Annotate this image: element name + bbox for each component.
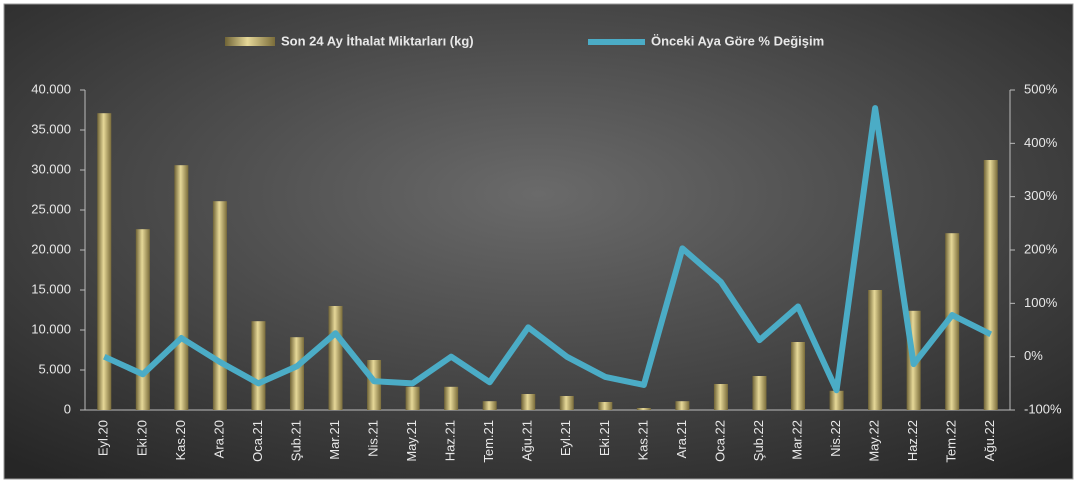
- x-tick-label: May.22: [867, 420, 882, 462]
- x-tick-label: Mar.22: [789, 420, 804, 460]
- y-tick-label: 40.000: [31, 81, 71, 96]
- y-tick-label: 20.000: [31, 241, 71, 256]
- bar: [559, 396, 574, 410]
- x-tick-label: Oca.21: [250, 420, 265, 462]
- x-tick-label: Kas.20: [173, 420, 188, 460]
- y-tick-label: 10.000: [31, 321, 71, 336]
- x-tick-label: Tem.21: [481, 420, 496, 463]
- legend-swatch: [225, 37, 275, 46]
- x-tick-label: Nis.21: [366, 420, 381, 457]
- y2-tick-label: 0%: [1024, 348, 1043, 363]
- line: [103, 105, 993, 394]
- bar: [97, 113, 112, 410]
- y2-tick-label: 200%: [1024, 241, 1058, 256]
- bar: [289, 337, 304, 410]
- x-tick-label: Haz.22: [905, 420, 920, 461]
- x-tick-label: Kas.21: [635, 420, 650, 460]
- y2-tick-label: 500%: [1024, 81, 1058, 96]
- bar: [675, 401, 690, 410]
- x-tick-label: Nis.22: [828, 420, 843, 457]
- x-tick-label: Tem.22: [944, 420, 959, 463]
- bar: [444, 386, 459, 410]
- bar: [174, 165, 189, 410]
- y2-tick-label: 100%: [1024, 295, 1058, 310]
- x-tick-label: Ara.21: [674, 420, 689, 458]
- y2-tick-label: 400%: [1024, 135, 1058, 150]
- bar: [482, 401, 497, 410]
- bar: [791, 342, 806, 410]
- y-tick-label: 35.000: [31, 121, 71, 136]
- bar: [945, 233, 960, 410]
- x-tick-label: Ağu.21: [520, 420, 535, 461]
- x-tick-label: Eyl.21: [558, 420, 573, 456]
- bar: [636, 408, 651, 410]
- x-tick-label: Eki.21: [597, 420, 612, 456]
- x-tick-label: Ağu.22: [982, 420, 997, 461]
- bar: [405, 386, 420, 410]
- bar: [598, 402, 613, 410]
- legend-label: Önceki Aya Göre % Değişim: [651, 33, 824, 48]
- bar: [367, 360, 382, 410]
- x-tick-label: Şub.21: [288, 420, 303, 461]
- bar: [212, 201, 227, 410]
- y-tick-label: 0: [64, 401, 71, 416]
- x-tick-label: Oca.22: [712, 420, 727, 462]
- y-tick-label: 5.000: [38, 361, 71, 376]
- x-tick-label: May.21: [404, 420, 419, 462]
- bar: [328, 306, 343, 410]
- x-tick-label: Şub.22: [751, 420, 766, 461]
- y-tick-label: 15.000: [31, 281, 71, 296]
- bar: [829, 390, 844, 410]
- y2-tick-label: -100%: [1024, 401, 1062, 416]
- legend-label: Son 24 Ay İthalat Miktarları (kg): [281, 33, 474, 48]
- y-tick-label: 25.000: [31, 201, 71, 216]
- bar: [251, 321, 266, 410]
- bar: [521, 394, 536, 410]
- bar: [868, 290, 883, 410]
- y-tick-label: 30.000: [31, 161, 71, 176]
- x-tick-label: Mar.21: [327, 420, 342, 460]
- y2-tick-label: 300%: [1024, 188, 1058, 203]
- x-tick-label: Eyl.20: [96, 420, 111, 456]
- bar: [713, 384, 728, 410]
- x-tick-label: Haz.21: [443, 420, 458, 461]
- x-tick-label: Eki.20: [134, 420, 149, 456]
- x-tick-label: Ara.20: [211, 420, 226, 458]
- bar: [752, 376, 767, 410]
- bar: [983, 160, 998, 410]
- bar: [135, 229, 150, 410]
